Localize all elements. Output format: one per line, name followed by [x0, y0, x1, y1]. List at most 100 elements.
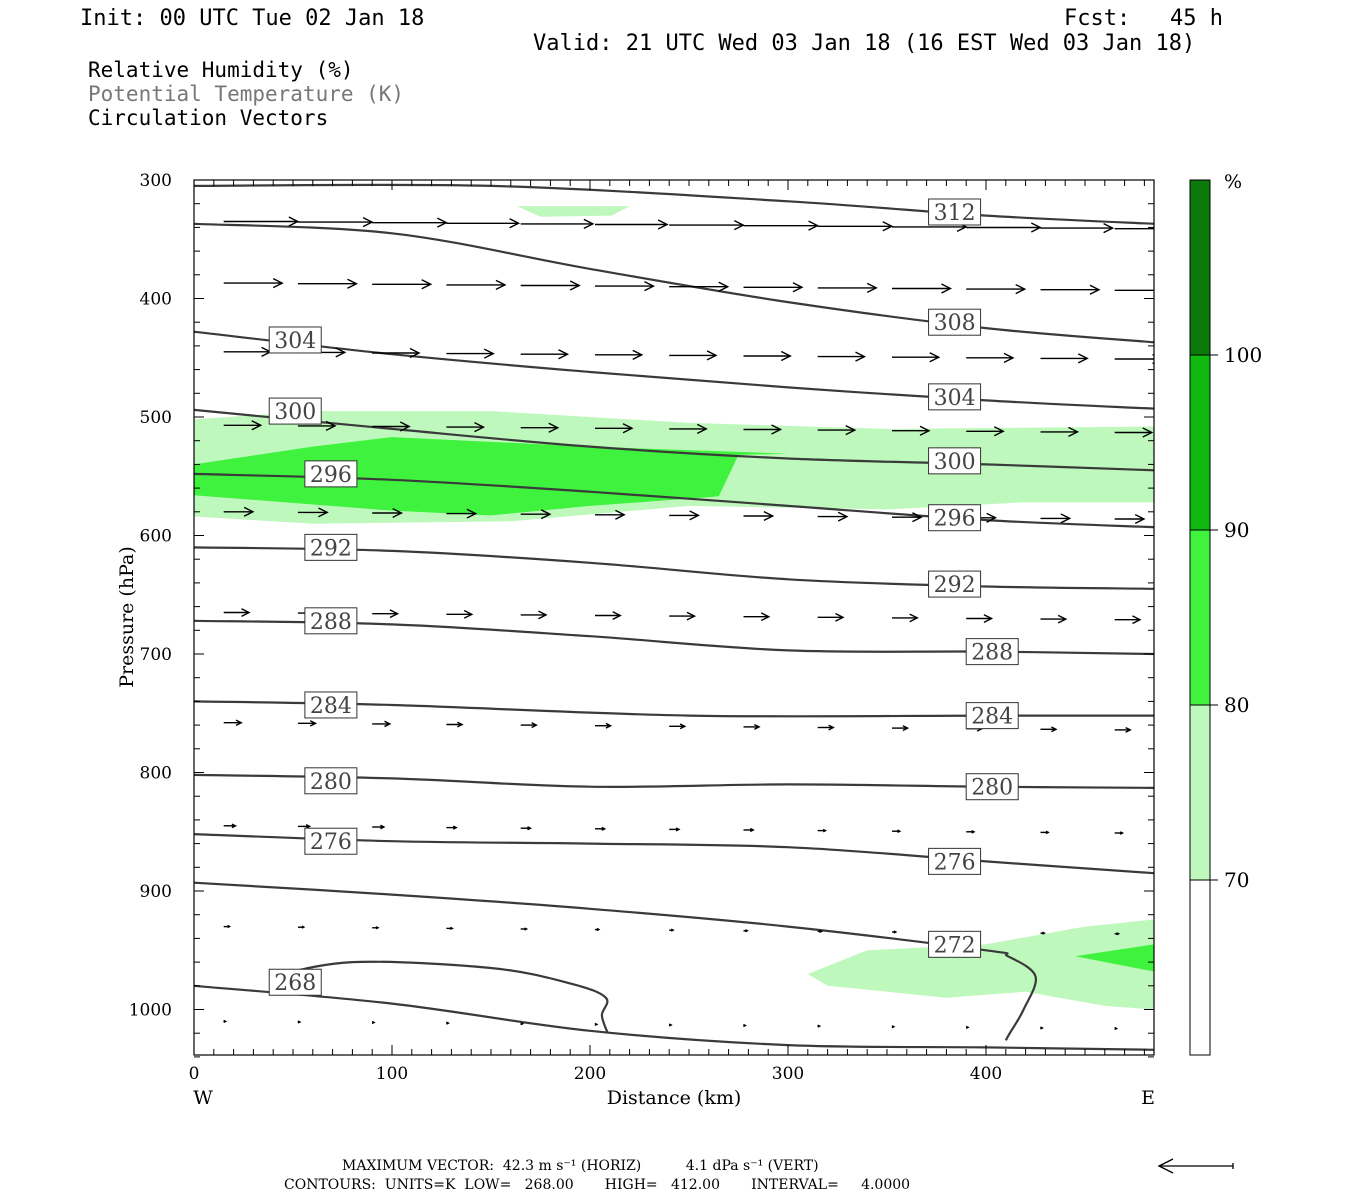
- vector-head: [569, 280, 581, 291]
- vector-head: [449, 926, 454, 930]
- circulation-vector: [966, 830, 976, 834]
- x-tick-labels: 0 100 200 300 400: [189, 1064, 1003, 1084]
- vector-head: [808, 220, 820, 231]
- vector-head: [1217, 429, 1226, 438]
- contour-label-284: 284: [971, 705, 1013, 730]
- vector-head: [1040, 1026, 1044, 1030]
- vector-head: [929, 352, 941, 363]
- circulation-vector: [743, 1023, 747, 1028]
- vector-head: [527, 826, 533, 831]
- vector-head: [605, 722, 613, 729]
- vector-head: [670, 928, 675, 932]
- circulation-vector: [223, 719, 243, 726]
- vector-head: [1209, 515, 1218, 524]
- circulation-vector: [669, 510, 701, 521]
- vector-head: [763, 510, 775, 522]
- contour-label-box: [928, 847, 982, 875]
- circulation-vector: [520, 927, 529, 931]
- circulation-vector: [1040, 931, 1046, 935]
- vector-head: [675, 827, 681, 832]
- vector-head: [882, 221, 894, 232]
- vector-head: [380, 824, 386, 830]
- circulation-vector: [817, 221, 894, 232]
- circulation-vector: [372, 926, 380, 930]
- x-tick-label: 300: [772, 1064, 804, 1084]
- circulation-vector: [1040, 426, 1080, 438]
- circulation-vector: [817, 282, 878, 294]
- valid-time: Valid: 21 UTC Wed 03 Jan 18 (16 EST Wed …: [533, 31, 1196, 56]
- vector-head: [301, 925, 306, 929]
- circulation-vector: [1263, 225, 1337, 234]
- circulation-vector: [520, 349, 570, 360]
- vector-head: [837, 511, 849, 522]
- contour-label-296: 296: [310, 463, 352, 488]
- vector-head: [912, 512, 923, 523]
- vector-head: [399, 421, 411, 432]
- circulation-vector: [669, 281, 730, 292]
- circulation-vector: [1114, 513, 1146, 525]
- circulation-vector: [743, 424, 783, 435]
- vector-head: [696, 423, 708, 435]
- vector-head: [335, 347, 347, 358]
- vector-head: [902, 725, 910, 732]
- vector-head: [288, 216, 300, 227]
- circulation-vector: [1040, 614, 1068, 624]
- circulation-vector: [520, 280, 581, 291]
- colorbar-segment: [1189, 879, 1211, 1056]
- circulation-vector: [446, 609, 474, 619]
- vector-head: [463, 609, 474, 619]
- contour-label-box: [928, 198, 982, 226]
- isentrope-296: [194, 472, 1154, 529]
- vector-head: [531, 722, 538, 729]
- circulation-vector: [297, 824, 312, 829]
- contour-label-300: 300: [934, 450, 976, 475]
- y-tick-label: 800: [140, 764, 172, 784]
- vector-head: [1134, 513, 1146, 525]
- circulation-vector: [743, 612, 771, 622]
- vector-head: [733, 219, 745, 231]
- vector-head: [297, 1020, 302, 1024]
- colorbar-segment: [1189, 179, 1211, 356]
- vector-head: [1180, 224, 1189, 233]
- vector-head: [1238, 286, 1247, 295]
- contour-label-box: [268, 397, 322, 425]
- contour-label-308: 308: [934, 311, 976, 336]
- vector-head: [558, 349, 570, 360]
- circulation-vector: [520, 218, 595, 230]
- circulation-vector: [817, 424, 857, 436]
- vector-head: [362, 216, 374, 228]
- vector-head: [538, 610, 548, 620]
- circulation-vector: [595, 349, 644, 360]
- circulation-vector: [223, 924, 232, 929]
- contour-label-288: 288: [310, 610, 352, 635]
- vector-head: [993, 426, 1005, 437]
- vector-head: [644, 280, 656, 292]
- y-tick-label: 600: [140, 527, 172, 547]
- colorbar-level-label: 100: [1224, 343, 1262, 367]
- contour-labels: 312 308 304 304 300 300 296 296 292 292 288 288 284 2…: [268, 198, 1019, 996]
- circulation-vector: [595, 611, 622, 620]
- circulation-vector: [817, 724, 835, 731]
- circulation-vector: [892, 425, 931, 436]
- vector-head: [771, 424, 783, 435]
- vector-head: [743, 1023, 747, 1028]
- contour-label-box: [268, 326, 322, 354]
- circulation-vector: [1040, 1026, 1044, 1030]
- vector-head: [689, 510, 701, 521]
- circulation-vector: [817, 929, 824, 933]
- vector-head: [466, 508, 478, 519]
- vector-head: [657, 219, 669, 230]
- circulation-vector: [892, 829, 902, 834]
- contour-label-box: [304, 691, 358, 719]
- circulation-vector: [966, 283, 1027, 295]
- circulation-vector: [223, 420, 263, 431]
- vector-head: [909, 613, 919, 623]
- circulation-vector: [446, 1021, 450, 1025]
- vector-head: [855, 351, 867, 362]
- circulation-vector: [743, 929, 749, 933]
- vector-head: [893, 930, 898, 934]
- circulation-vector: [1114, 289, 1154, 291]
- vector-head: [223, 1019, 228, 1023]
- vector-head: [318, 507, 329, 518]
- x-left-end-label: W: [193, 1087, 213, 1109]
